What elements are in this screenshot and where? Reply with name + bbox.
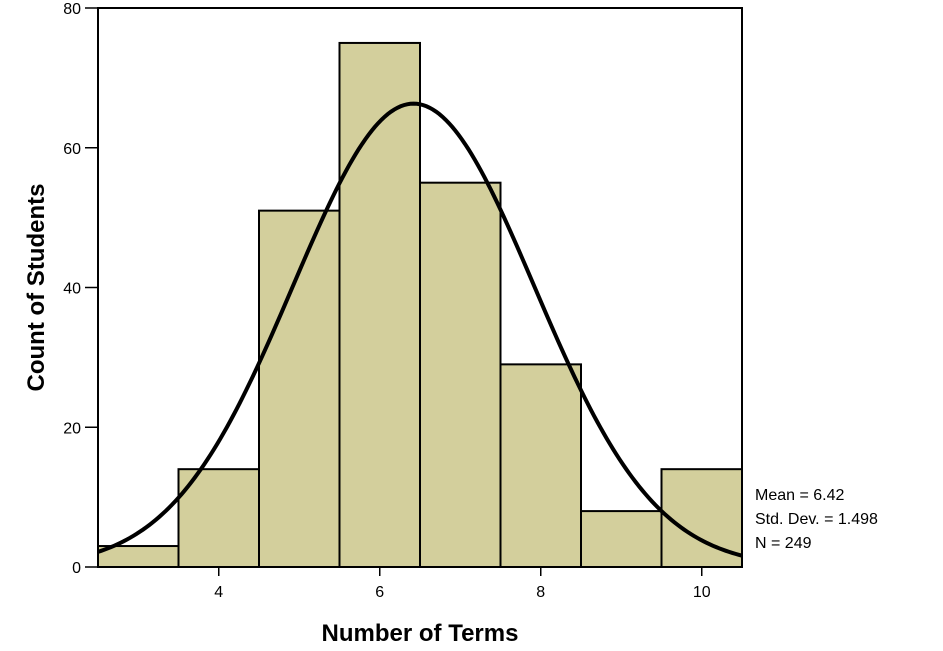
normal-curve: [97, 101, 743, 558]
histogram-bar: [177, 468, 260, 568]
x-tick-label: 10: [693, 584, 711, 601]
y-tick-label: 0: [72, 560, 81, 577]
stats-box: Mean = 6.42 Std. Dev. = 1.498 N = 249: [755, 487, 878, 552]
histogram-bar: [338, 41, 421, 568]
y-axis-title: Count of Students: [23, 184, 50, 392]
x-axis-title: Number of Terms: [322, 620, 519, 647]
stats-mean: Mean = 6.42: [755, 487, 845, 504]
y-tick-label: 40: [63, 281, 81, 298]
histogram-bar: [499, 363, 582, 568]
y-tick-label: 80: [63, 1, 81, 18]
histogram-bar: [580, 510, 663, 569]
x-tick-label: 8: [536, 584, 545, 601]
stats-n: N = 249: [755, 535, 812, 552]
bars-group: [97, 41, 743, 569]
stats-std-dev: Std. Dev. = 1.498: [755, 511, 878, 528]
histogram-bar: [258, 209, 341, 568]
y-tick-label: 60: [63, 141, 81, 158]
x-axis: 4 6 8 10: [214, 567, 711, 601]
y-tick-label: 20: [63, 420, 81, 437]
x-tick-label: 6: [375, 584, 384, 601]
y-axis: 0 20 40 60 80: [63, 1, 98, 577]
histogram-bar: [419, 181, 502, 568]
x-tick-label: 4: [214, 584, 223, 601]
